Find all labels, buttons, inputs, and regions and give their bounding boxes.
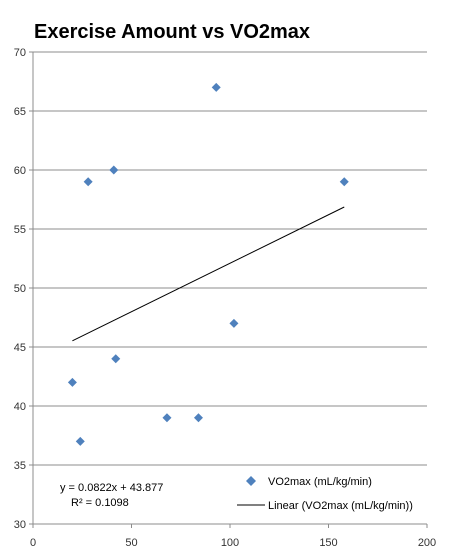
trendline [72,206,345,342]
y-tick-label: 45 [14,342,26,354]
y-tick-label: 60 [14,165,26,177]
x-tick-label: 100 [221,537,239,549]
gridlines [33,51,427,525]
data-point [162,413,172,423]
data-point [67,377,77,387]
data-point [83,177,93,187]
x-tick-label: 50 [125,537,137,549]
x-tick-label: 0 [30,537,36,549]
y-tick-label: 55 [14,224,26,236]
legend-marker-icon [246,476,256,486]
y-tick-label: 50 [14,283,26,295]
x-axis-tick-labels: 0 50 100 150 200 [30,537,436,549]
data-point [211,82,221,92]
data-point [109,165,119,175]
y-tick-label: 70 [14,47,26,59]
y-tick-label: 40 [14,401,26,413]
y-tick-label: 30 [14,519,26,531]
legend: VO2max (mL/kg/min) Linear (VO2max (mL/kg… [237,476,413,512]
trendline-equation-text: y = 0.0822x + 43.877 [60,482,163,494]
y-axis-tick-labels: 30 35 40 45 50 55 60 65 70 [14,47,26,531]
x-tick-label: 150 [319,537,337,549]
data-point [339,177,349,187]
legend-entry-trendline: Linear (VO2max (mL/kg/min)) [268,500,413,512]
data-point [229,318,239,328]
trendline-layer [72,206,345,342]
chart-title: Exercise Amount vs VO2max [34,21,310,43]
data-point [75,436,85,446]
data-point [193,413,203,423]
trendline-equation: y = 0.0822x + 43.877 R² = 0.1098 [60,482,163,509]
y-tick-label: 35 [14,460,26,472]
data-points [67,82,349,446]
axes [29,51,428,528]
trendline-r-squared-text: R² = 0.1098 [71,497,129,509]
data-point [111,354,121,364]
x-tick-label: 200 [418,537,436,549]
legend-entry-series: VO2max (mL/kg/min) [268,476,372,488]
y-tick-label: 65 [14,106,26,118]
